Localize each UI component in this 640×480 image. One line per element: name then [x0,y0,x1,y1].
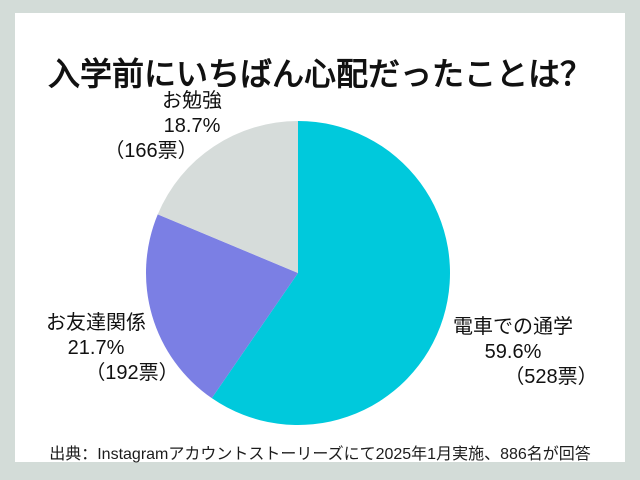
pie-label-friends-votes: （192票） [85,362,179,384]
pie-label-friends-name: お友達関係 [46,312,146,334]
pie-label-study-name: お勉強 [162,90,222,112]
source-note: 出典：Instagramアカウントストーリーズにて2025年1月実施、886名が… [49,446,591,463]
pie-label-study: お勉強 18.7% （166票） [104,89,238,164]
pie-label-train-percent: 59.6% [484,341,542,363]
chart-title: 入学前にいちばん心配だったことは？ [47,56,592,93]
pie-label-train: 電車での通学 59.6% （528票） [453,315,598,390]
pie-slice-train [211,121,451,426]
pie-slice-study [157,120,298,273]
pie-label-study-percent: 18.7% [163,115,221,137]
pie-label-study-votes: （166票） [104,140,198,162]
pie-slice-friends [145,214,298,399]
pie-label-train-name: 電車での通学 [453,316,573,338]
pie-label-train-votes: （528票） [504,366,598,388]
pie-label-friends-percent: 21.7% [67,337,125,359]
pie-label-friends: お友達関係 21.7% （192票） [46,311,179,386]
